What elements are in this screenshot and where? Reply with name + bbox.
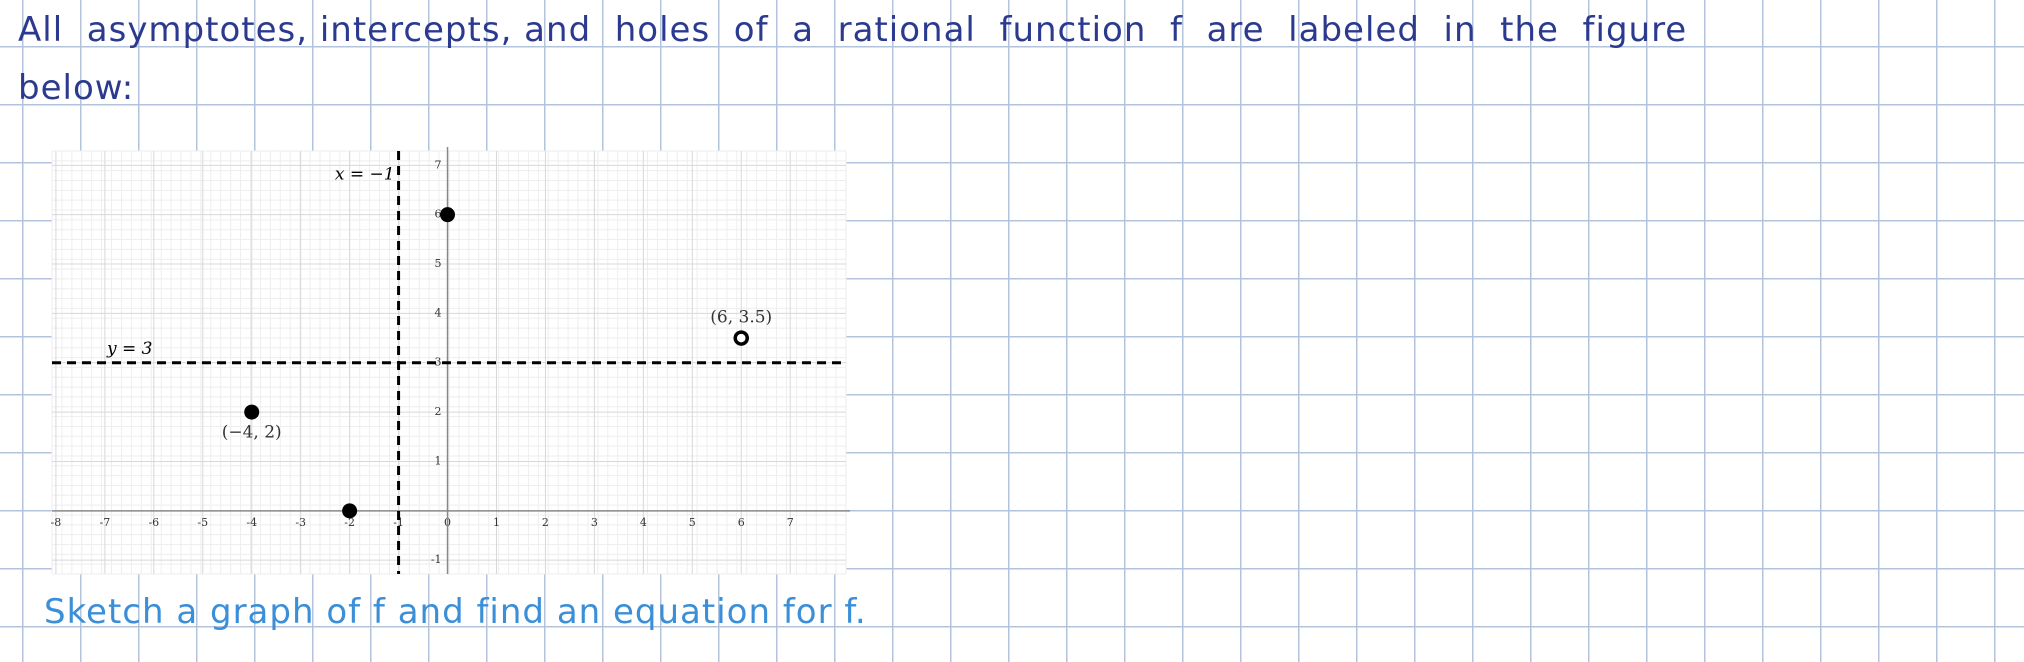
x-tick-label: -6 xyxy=(148,516,159,529)
footer-text: Sketch a graph of f and find an equation… xyxy=(44,592,867,632)
y-tick-label: 4 xyxy=(435,306,442,319)
x-tick-label: -4 xyxy=(246,516,257,529)
x-tick-label: -1 xyxy=(393,516,404,529)
asymptote-label: y = 3 xyxy=(106,339,152,359)
x-tick-label: 2 xyxy=(542,516,549,529)
y-tick-label: 2 xyxy=(435,405,442,418)
point-label: (−4, 2) xyxy=(222,423,282,443)
y-tick-label: 1 xyxy=(435,454,442,467)
x-tick-label: -5 xyxy=(197,516,208,529)
y-tick-label: 5 xyxy=(435,257,442,270)
x-tick-label: -8 xyxy=(51,516,62,529)
point xyxy=(733,330,749,346)
y-tick-label: 3 xyxy=(435,356,442,369)
point-label: (6, 3.5) xyxy=(710,308,772,328)
y-tick-label: 7 xyxy=(435,158,442,171)
x-tick-label: 4 xyxy=(640,516,647,529)
point xyxy=(342,503,358,519)
x-tick-label: -7 xyxy=(100,516,111,529)
x-tick-label: 6 xyxy=(738,516,745,529)
x-tick-label: 5 xyxy=(689,516,696,529)
point xyxy=(440,207,456,223)
y-tick-label: 6 xyxy=(435,208,442,221)
header-line: All asymptotes, intercepts, and holes of… xyxy=(18,10,1688,50)
x-tick-label: 3 xyxy=(591,516,598,529)
x-tick-label: -2 xyxy=(344,516,355,529)
header-line: below: xyxy=(18,68,135,108)
x-tick-label: -3 xyxy=(295,516,306,529)
point xyxy=(244,404,260,420)
x-tick-label: 7 xyxy=(787,516,794,529)
y-tick-label: -1 xyxy=(431,553,442,566)
asymptote-label: x = −1 xyxy=(335,165,395,185)
x-tick-label: 1 xyxy=(493,516,500,529)
